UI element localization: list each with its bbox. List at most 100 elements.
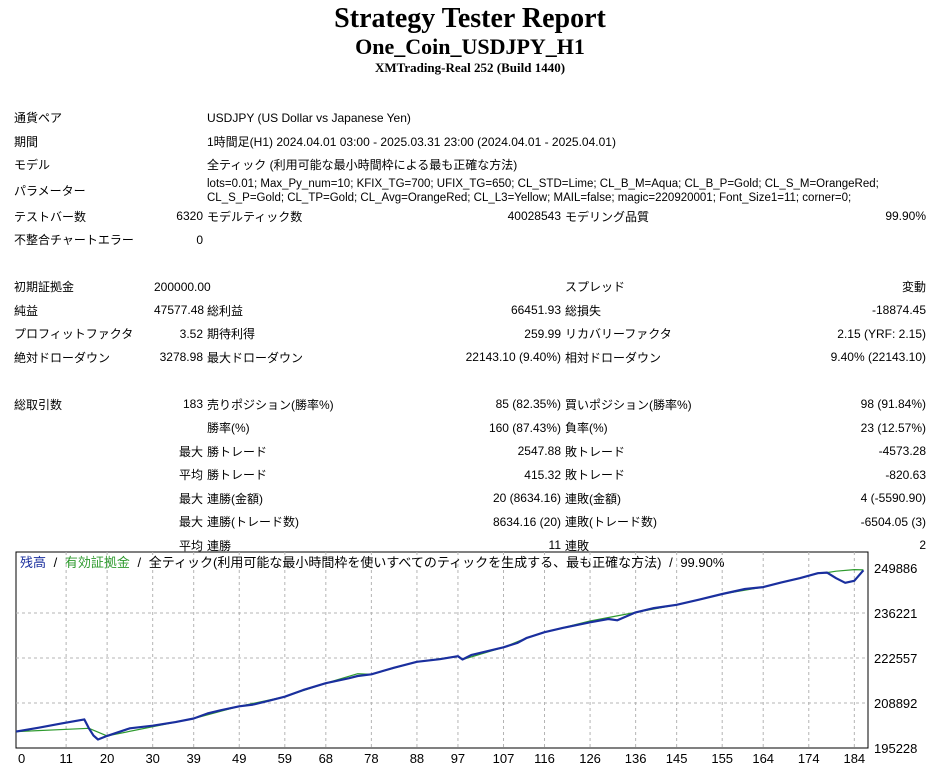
x-tick-label: 164 (752, 751, 774, 766)
win-rate-row: 勝率(%) 160 (87.43%) 負率(%) 23 (12.57%) (12, 416, 928, 440)
loss-rate-value: 23 (12.57%) (860, 420, 927, 435)
x-tick-label: 155 (711, 751, 733, 766)
quality-label: モデリング品質 (565, 209, 650, 224)
largest-profit-label: 勝トレード (207, 444, 268, 459)
total-trades-row: 総取引数 183 売りポジション(勝率%) 85 (82.35%) 買いポジショ… (12, 393, 928, 417)
average-consecutive-label: 平均 (178, 538, 203, 553)
profit-factor-value: 3.52 (179, 326, 203, 341)
y-tick-label: 236221 (874, 606, 917, 621)
balance-chart: 249886 236221 222557 208892 195228 0 11 20 30 39… (15, 551, 917, 766)
parameters-value: lots=0.01; Max_Py_num=10; KFIX_TG=700; U… (207, 177, 879, 204)
x-tick-label: 184 (843, 751, 865, 766)
max-consecutive-profit-label: 連勝(トレード数) (207, 515, 299, 530)
deposit-label: 初期証拠金 (14, 280, 75, 295)
model-label: モデル (14, 158, 51, 173)
ticks-value: 40028543 (507, 209, 561, 224)
largest-loss-value: -4573.28 (878, 444, 927, 459)
spread-label: スプレッド (565, 280, 626, 295)
recovery-factor-label: リカバリーファクタ (565, 327, 672, 342)
maximal-drawdown-value: 22143.10 (9.40%) (465, 350, 561, 365)
deposit-value: 200000.00 (154, 279, 211, 294)
legend-separator: / (138, 555, 142, 570)
mismatch-row: 不整合チャートエラー 0 (12, 228, 928, 252)
ticks-label: モデルティック数 (207, 209, 303, 224)
absolute-drawdown-value: 3278.98 (159, 350, 203, 365)
spread-value: 変動 (902, 280, 927, 295)
grid-lines (16, 552, 868, 748)
x-tick-label: 39 (186, 751, 200, 766)
win-rate-value: 160 (87.43%) (488, 420, 561, 435)
max-consecutive-losses-value: 4 (-5590.90) (860, 491, 927, 506)
legend-balance: 残高 (20, 555, 46, 570)
x-tick-label: 59 (278, 751, 292, 766)
average-loss-label: 敗トレード (565, 468, 626, 483)
net-profit-label: 純益 (14, 303, 39, 318)
gross-loss-value: -18874.45 (871, 303, 927, 318)
y-tick-label: 249886 (874, 561, 917, 576)
x-tick-label: 68 (319, 751, 333, 766)
max-consecutive-label: 最大 (178, 491, 203, 506)
x-tick-label: 116 (534, 751, 555, 766)
max-consecutive-loss-label: 連敗(トレード数) (565, 515, 657, 530)
average-profit-value: 415.32 (524, 467, 561, 482)
max-consecutive-losses-label: 連敗(金額) (565, 491, 621, 506)
x-tick-label: 126 (579, 751, 601, 766)
x-axis-labels: 0 11 20 30 39 49 59 68 78 88 97 107 116 126 136 145 155 1… (18, 751, 865, 766)
x-tick-label: 11 (59, 751, 73, 766)
max-consecutive-loss-value: -6504.05 (3) (860, 514, 927, 529)
gross-loss-label: 総損失 (565, 303, 602, 318)
x-tick-label: 136 (625, 751, 647, 766)
long-positions-value: 98 (91.84%) (860, 397, 927, 412)
largest-loss-label: 敗トレード (565, 444, 626, 459)
total-trades-label: 総取引数 (14, 397, 63, 412)
net-profit-value: 47577.48 (154, 303, 205, 318)
average-loss-value: -820.63 (885, 467, 927, 482)
max-consecutive-profit-value: 8634.16 (20) (492, 514, 561, 529)
model-row: モデル 全ティック (利用可能な最小時間枠による最も正確な方法) (12, 153, 928, 177)
period-value: 1時間足(H1) 2024.04.01 03:00 - 2025.03.31 2… (207, 134, 616, 149)
parameters-label: パラメーター (14, 184, 86, 198)
legend-separator: / (669, 555, 673, 570)
x-tick-label: 145 (666, 751, 688, 766)
drawdown-row: 絶対ドローダウン 3278.98 最大ドローダウン 22143.10 (9.40… (12, 346, 928, 370)
expected-payoff-label: 期待利得 (207, 327, 256, 342)
x-tick-label: 107 (493, 751, 515, 766)
parameters-row: パラメーター lots=0.01; Max_Py_num=10; KFIX_TG… (12, 177, 928, 205)
profit-factor-row: プロフィットファクタ 3.52 期待利得 259.99 リカバリーファクタ 2.… (12, 322, 928, 346)
profit-factor-label: プロフィットファクタ (14, 327, 134, 342)
legend-model-info: 全ティック(利用可能な最小時間枠を使いすべてのティックを生成する、最も正確な方法… (149, 555, 662, 570)
y-tick-label: 222557 (874, 651, 917, 666)
average-consecutive-wins-value: 11 (548, 538, 561, 553)
max-consecutive-count-row: 最大 連勝(トレード数) 8634.16 (20) 連敗(トレード数) -650… (12, 510, 928, 534)
gross-profit-value: 66451.93 (510, 303, 561, 318)
server-info: XMTrading-Real 252 (Build 1440) (374, 60, 566, 75)
legend-quality: 99.90% (680, 555, 725, 570)
max-consecutive-wins-label: 連勝(金額) (207, 491, 263, 506)
relative-drawdown-value: 9.40% (22143.10) (830, 350, 927, 365)
average-consecutive-wins-label: 連勝 (207, 538, 232, 553)
recovery-factor-value: 2.15 (YRF: 2.15) (837, 326, 927, 341)
average-label: 平均 (178, 468, 203, 483)
average-profit-label: 勝トレード (207, 468, 268, 483)
legend-equity: 有効証拠金 (65, 555, 130, 570)
average-trade-row: 平均 勝トレード 415.32 敗トレード -820.63 (12, 463, 928, 487)
bars-row: テストバー数 6320 モデルティック数 40028543 モデリング品質 99… (12, 205, 928, 229)
largest-trade-row: 最大 勝トレード 2547.88 敗トレード -4573.28 (12, 440, 928, 464)
x-tick-label: 88 (410, 751, 424, 766)
bars-label: テストバー数 (14, 209, 87, 224)
max-consecutive-count-label: 最大 (178, 515, 203, 530)
legend: 残高 / 有効証拠金 / 全ティック(利用可能な最小時間枠を使いすべてのティック… (20, 555, 725, 570)
y-tick-label: 195228 (874, 741, 917, 756)
total-trades-value: 183 (182, 397, 203, 412)
relative-drawdown-label: 相対ドローダウン (565, 350, 662, 365)
x-tick-label: 20 (100, 751, 114, 766)
quality-value: 99.90% (885, 209, 927, 224)
report-title: Strategy Tester Report (334, 3, 606, 34)
largest-profit-value: 2547.88 (517, 444, 561, 459)
bars-value: 6320 (176, 209, 203, 224)
report-table: 通貨ペア USDJPY (US Dollar vs Japanese Yen) … (12, 106, 928, 557)
deposit-row: 初期証拠金 200000.00 スプレッド 変動 (12, 275, 928, 299)
long-positions-label: 買いポジション(勝率%) (565, 397, 692, 412)
loss-rate-label: 負率(%) (565, 421, 608, 436)
symbol-label: 通貨ペア (14, 111, 63, 126)
